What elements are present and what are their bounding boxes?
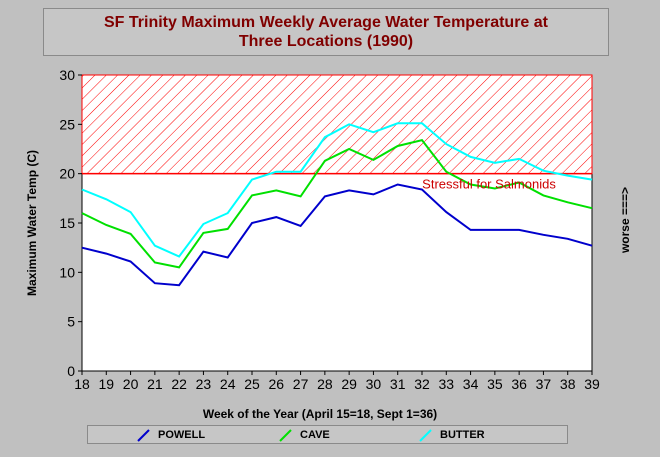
x-tick-label: 25 [244, 376, 260, 392]
x-tick-label: 32 [414, 376, 430, 392]
legend-swatch-butter [419, 429, 432, 442]
y-tick-label: 10 [59, 264, 75, 280]
x-tick-label: 36 [511, 376, 527, 392]
right-side-label: worse ===> [618, 187, 632, 254]
series-line-butter [81, 122, 593, 258]
x-tick-label: 21 [147, 376, 163, 392]
x-tick-label: 23 [196, 376, 212, 392]
x-axis-label: Week of the Year (April 15=18, Sept 1=36… [203, 407, 437, 421]
x-tick-label: 34 [463, 376, 479, 392]
legend-swatch-cave [279, 429, 292, 442]
series-line-cave [81, 138, 593, 269]
chart-title-line-1: SF Trinity Maximum Weekly Average Water … [104, 14, 548, 31]
legend-label-cave: CAVE [300, 429, 330, 441]
y-tick-label: 5 [67, 314, 75, 330]
x-tick-label: 22 [171, 376, 187, 392]
x-tick-label: 20 [123, 376, 139, 392]
y-tick-label: 15 [59, 215, 75, 231]
y-tick-label: 20 [59, 166, 75, 182]
legend: POWELL CAVE BUTTER [87, 425, 568, 444]
stress-zone-band [81, 74, 593, 175]
x-tick-label: 30 [366, 376, 382, 392]
series-line-powell [81, 183, 593, 287]
legend-label-butter: BUTTER [440, 429, 485, 441]
y-axis-label: Maximum Water Temp (C) [25, 150, 39, 296]
x-tick-label: 31 [390, 376, 406, 392]
x-tick-label: 33 [438, 376, 454, 392]
x-tick-label: 29 [341, 376, 357, 392]
x-tick-label: 37 [536, 376, 552, 392]
x-tick-label: 35 [487, 376, 503, 392]
x-tick-label: 24 [220, 376, 236, 392]
threshold-label: Stressful for Salmonids [422, 177, 556, 192]
legend-swatch-powell [137, 429, 150, 442]
chart-title: SF Trinity Maximum Weekly Average Water … [43, 8, 609, 56]
y-tick-label: 0 [67, 363, 75, 379]
y-tick-label: 30 [59, 67, 75, 83]
x-tick-label: 28 [317, 376, 333, 392]
y-tick-label: 25 [59, 116, 75, 132]
x-tick-label: 38 [560, 376, 576, 392]
x-tick-label: 27 [293, 376, 309, 392]
x-tick-label: 19 [98, 376, 114, 392]
legend-label-powell: POWELL [158, 429, 206, 441]
x-tick-label: 26 [268, 376, 284, 392]
x-tick-label: 18 [74, 376, 90, 392]
chart-title-line-2: Three Locations (1990) [238, 33, 414, 50]
x-tick-label: 39 [584, 376, 600, 392]
